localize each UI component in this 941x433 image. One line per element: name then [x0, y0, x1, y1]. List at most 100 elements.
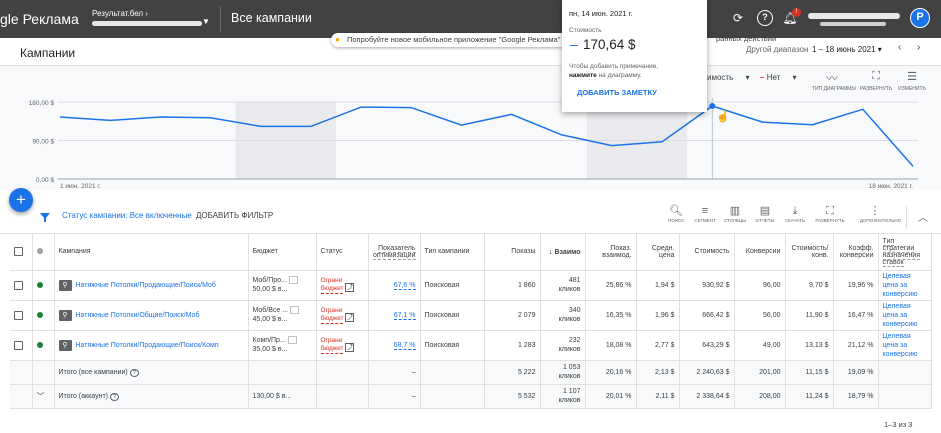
- tune-icon[interactable]: ☰: [907, 71, 917, 83]
- status-dot[interactable]: [32, 270, 55, 301]
- impressions-cell: 1 283: [484, 330, 541, 361]
- budget-header[interactable]: Бюджет: [248, 234, 317, 271]
- interaction-rate-total: 20,16 %: [585, 360, 637, 385]
- account-id-redacted: [92, 21, 202, 26]
- table-row[interactable]: ⚲ Натяжные Потолки/Общие/Поиск/Моб Моб/Вс…: [10, 300, 932, 331]
- date-range-select[interactable]: 1 – 18 июнь 2021 ▾: [812, 45, 882, 54]
- campaign-cell[interactable]: ⚲ Натяжные Потолки/Общие/Поиск/Моб: [54, 300, 249, 331]
- expand-label[interactable]: РАЗВЕРНУТЬ: [859, 86, 893, 92]
- interactions-header[interactable]: ↓ Взаимо: [540, 234, 586, 271]
- table-row[interactable]: ⚲ Натяжные Потолки/Продающие/Поиск/Моб Мо…: [10, 270, 932, 301]
- conv-rate-total: 19,09 %: [833, 360, 879, 385]
- impressions-cell: 1 860: [484, 270, 541, 301]
- more-tool[interactable]: ⋮ ДОПОЛНИТЕЛЬНО: [860, 205, 902, 223]
- chart-area: [0, 66, 941, 190]
- app-logo[interactable]: gle Реклама: [0, 11, 79, 27]
- cost-line-chart[interactable]: 180,00 $ 90,00 $ 0,00 $ 1 июн. 2021 г. 18 ию…: [0, 66, 941, 190]
- refresh-icon[interactable]: ⟳: [732, 11, 744, 25]
- conversions-header[interactable]: Конверсии: [734, 234, 786, 271]
- row-checkbox[interactable]: [10, 270, 33, 301]
- add-campaign-button[interactable]: +: [9, 188, 33, 212]
- select-all-checkbox[interactable]: [10, 234, 33, 271]
- campaign-cell[interactable]: ⚲ Натяжные Потолки/Продающие/Поиск/Комп: [54, 330, 249, 361]
- segment-tool[interactable]: ≡ СЕГМЕНТ: [690, 204, 720, 223]
- download-tool[interactable]: ⤓ СКАЧАТЬ: [780, 204, 810, 223]
- chart-type-label[interactable]: ТИП ДИАГРАММЫ: [812, 86, 856, 92]
- bid-strategy-cell[interactable]: Целевая цена за конверсию: [878, 330, 932, 361]
- y-tick-label: 180,00 $: [29, 100, 55, 107]
- bid-strategy-cell[interactable]: Целевая цена за конверсию: [878, 270, 932, 301]
- filter-icon[interactable]: [40, 213, 50, 219]
- download-icon: ⤓: [792, 205, 798, 217]
- account-name[interactable]: Результат.бел ›: [92, 9, 148, 18]
- metric2-select[interactable]: – Нет ▾: [760, 73, 797, 82]
- optimization-cell[interactable]: 67,1 %: [368, 300, 421, 331]
- help-icon[interactable]: ?: [757, 10, 773, 26]
- optimization-total: –: [368, 384, 421, 409]
- chart-type-icon[interactable]: 〰: [826, 73, 838, 85]
- impressions-header[interactable]: Показы: [484, 234, 541, 271]
- metric1-select[interactable]: имость ▾: [707, 73, 750, 82]
- campaign-cell[interactable]: ⚲ Натяжные Потолки/Продающие/Поиск/Моб: [54, 270, 249, 301]
- status-dot[interactable]: [32, 300, 55, 331]
- table-header-row: Кампания Бюджет Статус Показатель оптими…: [10, 234, 932, 271]
- help-icon[interactable]: ?: [109, 392, 120, 401]
- campaigns-table: Кампания Бюджет Статус Показатель оптими…: [10, 234, 932, 409]
- prev-period-icon[interactable]: ‹: [898, 42, 902, 53]
- promo-text[interactable]: Попробуйте новое мобильное приложение "G…: [347, 35, 561, 44]
- add-note-button[interactable]: ДОБАВИТЬ ЗАМЕТКУ: [577, 88, 657, 97]
- conv-rate-header[interactable]: Коэфф. конверсии: [833, 234, 879, 271]
- tooltip-date: пн, 14 июн. 2021 г.: [569, 9, 633, 18]
- avg-cost-header[interactable]: Средн. цена: [636, 234, 680, 271]
- status-dot[interactable]: [32, 330, 55, 361]
- optimization-cell[interactable]: 68,7 %: [368, 330, 421, 361]
- budget-cell[interactable]: Моб/Все ... 45,00 $ в...: [248, 300, 317, 331]
- row-checkbox[interactable]: [10, 330, 33, 361]
- campaign-header[interactable]: Кампания: [54, 234, 249, 271]
- reports-tool[interactable]: ▤ ОТЧЕТЫ: [750, 204, 780, 223]
- next-period-icon[interactable]: ›: [917, 42, 921, 53]
- impressions-total: 5 222: [484, 360, 541, 385]
- status-cell[interactable]: Ограни бюджет ⤴: [316, 270, 369, 301]
- interaction-rate-cell: 25,86 %: [585, 270, 637, 301]
- campaign-type-header[interactable]: Тип кампании: [420, 234, 485, 271]
- status-filter-chip[interactable]: Статус кампании: Все включенные: [62, 211, 192, 220]
- budget-cell[interactable]: Моб/Про... 50,00 $ в...: [248, 270, 317, 301]
- user-email-redacted[interactable]: [808, 13, 900, 19]
- collapse-icon[interactable]: ︿: [918, 213, 928, 224]
- cost-per-conv-total: 11,24 $: [785, 384, 834, 409]
- cost-header[interactable]: Стоимость: [679, 234, 735, 271]
- range-label: Другой диапазон: [746, 45, 809, 54]
- add-filter-button[interactable]: ДОБАВИТЬ ФИЛЬТР: [196, 211, 274, 220]
- notifications-badge: !: [792, 8, 801, 17]
- campaign-type-cell: Поисковая: [420, 330, 485, 361]
- expand-icon[interactable]: ⛶: [872, 70, 880, 82]
- bid-strategy-cell[interactable]: Целевая цена за конверсию: [878, 300, 932, 331]
- optimization-header[interactable]: Показатель оптимизации: [368, 234, 421, 271]
- x-tick-label: 1 июн. 2021 г.: [60, 183, 101, 190]
- tune-label[interactable]: ИЗМЕНИТЬ: [898, 86, 926, 92]
- search-tool[interactable]: 🔍︎ ПОИСК: [661, 204, 691, 223]
- status-cell[interactable]: Ограни бюджет ⤴: [316, 300, 369, 331]
- avatar[interactable]: P: [910, 8, 930, 28]
- expand-row-icon[interactable]: ﹀: [32, 384, 55, 409]
- table-row[interactable]: ⚲ Натяжные Потолки/Продающие/Поиск/Комп К…: [10, 330, 932, 361]
- chevron-down-icon[interactable]: ▼: [202, 17, 210, 26]
- interactions-cell: 232 кликов: [540, 330, 586, 361]
- status-cell[interactable]: Ограни бюджет ⤴: [316, 330, 369, 361]
- interaction-rate-header[interactable]: Показ. взаимод.: [585, 234, 637, 271]
- tooltip-note: Чтобы добавить примечание,: [569, 63, 659, 70]
- row-checkbox[interactable]: [10, 300, 33, 331]
- promo-banner[interactable]: ● Попробуйте новое мобильное приложение …: [331, 33, 582, 47]
- budget-cell[interactable]: Комп/Пр... 35,00 $ в...: [248, 330, 317, 361]
- optimization-cell[interactable]: 67,6 %: [368, 270, 421, 301]
- help-icon[interactable]: ?: [129, 368, 139, 377]
- expand-table-tool[interactable]: ⛶ РАЗВЕРНУТЬ: [815, 205, 845, 223]
- columns-tool[interactable]: ▥ СТОЛБЦЫ: [720, 204, 750, 223]
- bid-strategy-header[interactable]: Тип стратегии назначения ставок: [878, 234, 932, 271]
- status-header[interactable]: Статус: [316, 234, 369, 271]
- cost-per-conv-header[interactable]: Стоимость/ конв.: [785, 234, 834, 271]
- tooltip-series-marker: –: [570, 36, 578, 52]
- page-title: Все кампании: [231, 11, 312, 25]
- chart-tooltip: пн, 14 июн. 2021 г. Стоимость – 170,64 $…: [562, 0, 707, 112]
